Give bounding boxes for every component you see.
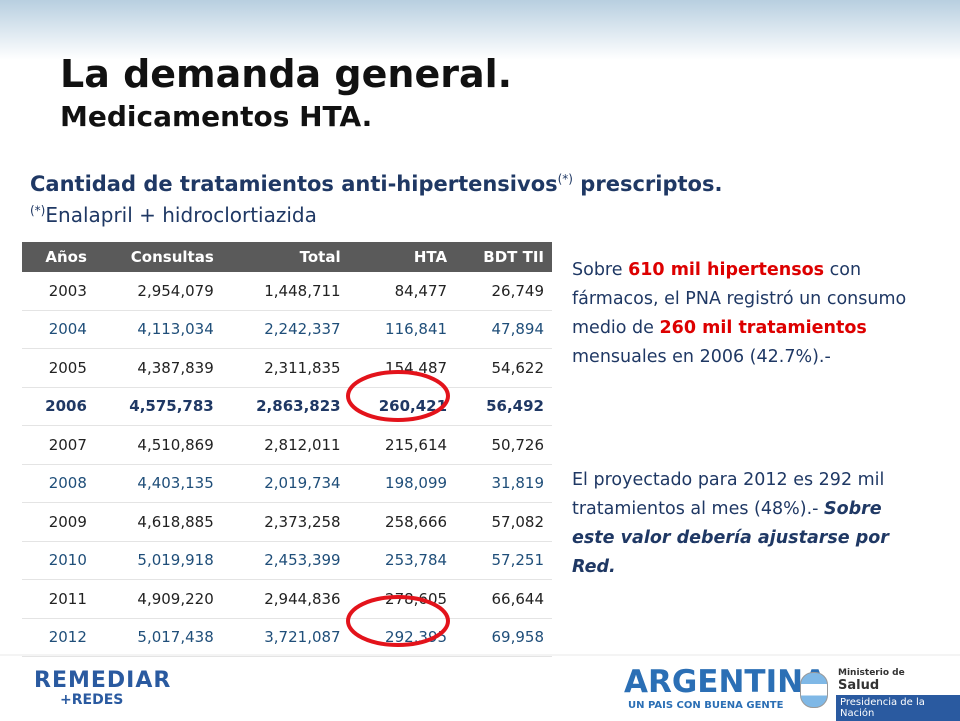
footnote-text: Enalapril + hidroclortiazida xyxy=(45,203,317,227)
table-cell: 5,017,438 xyxy=(94,618,222,657)
table-cell: 3,721,087 xyxy=(221,618,349,657)
table-row: 2009 4,618,885 2,373,258 258,666 57,082 xyxy=(22,502,552,542)
highlight-circle xyxy=(346,370,450,422)
logo-text: Presidencia de la Nación xyxy=(836,695,960,721)
table-cell: 1,448,711 xyxy=(221,272,349,311)
table-cell: 50,726 xyxy=(455,425,552,465)
table-row: 2007 4,510,869 2,812,011 215,614 50,726 xyxy=(22,425,552,465)
table-cell: 253,784 xyxy=(348,541,456,580)
table-row: 2006 4,575,783 2,863,823 260,421 56,492 xyxy=(22,387,552,426)
table-cell: 2011 xyxy=(22,579,95,619)
footnote-mark: (*) xyxy=(30,203,46,218)
table-cell: 2008 xyxy=(22,464,95,503)
note-text: mensuales en 2006 (42.7%).- xyxy=(572,347,831,367)
table-cell: 2005 xyxy=(22,348,95,388)
table-cell: 2009 xyxy=(22,502,95,542)
table-cell: 4,403,135 xyxy=(94,464,222,503)
table-cell: 47,894 xyxy=(455,310,552,349)
table-row: 2005 4,387,839 2,311,835 154,487 54,622 xyxy=(22,348,552,388)
heading: Cantidad de tratamientos anti-hipertensi… xyxy=(30,172,722,196)
table-cell: 2,944,836 xyxy=(221,579,349,619)
note: Sobre 610 mil hipertensos con fármacos, … xyxy=(572,256,917,372)
table-cell: 2,373,258 xyxy=(221,502,349,542)
logo-text: ARGENTINA xyxy=(624,664,828,700)
table-cell: 215,614 xyxy=(348,425,456,465)
highlight-circle xyxy=(346,595,450,647)
table-cell: 2010 xyxy=(22,541,95,580)
table-cell: 69,958 xyxy=(455,618,552,657)
table-cell: 2007 xyxy=(22,425,95,465)
column-header: Años xyxy=(22,242,95,272)
table-cell: 57,251 xyxy=(455,541,552,580)
heading-text: Cantidad de tratamientos anti-hipertensi… xyxy=(30,172,558,196)
note-emphasis: Sobre este valor debería ajustarse por R… xyxy=(572,499,889,577)
table-row: 2011 4,909,220 2,944,836 278,605 66,644 xyxy=(22,579,552,619)
logo-text: UN PAIS CON BUENA GENTE xyxy=(628,700,784,711)
table-cell: 2003 xyxy=(22,272,95,311)
table-cell: 258,666 xyxy=(348,502,456,542)
logo-text: Salud xyxy=(838,678,880,693)
table-cell: 198,099 xyxy=(348,464,456,503)
table-cell: 31,819 xyxy=(455,464,552,503)
table-row: 2003 2,954,079 1,448,711 84,477 26,749 xyxy=(22,272,552,311)
table-cell: 54,622 xyxy=(455,348,552,388)
table-cell: 2,242,337 xyxy=(221,310,349,349)
note-text: Sobre xyxy=(572,260,629,280)
table-cell: 56,492 xyxy=(455,387,552,426)
table-cell: 57,082 xyxy=(455,502,552,542)
table-cell: 4,387,839 xyxy=(94,348,222,388)
table-cell: 2,954,079 xyxy=(94,272,222,311)
table-cell: 5,019,918 xyxy=(94,541,222,580)
table-cell: 26,749 xyxy=(455,272,552,311)
table-cell: 84,477 xyxy=(348,272,456,311)
table-cell: 2,863,823 xyxy=(221,387,349,426)
table-cell: 4,618,885 xyxy=(94,502,222,542)
table-cell: 2012 xyxy=(22,618,95,657)
header-row: Años Consultas Total HTA BDT TII xyxy=(22,242,552,272)
logo-text: Ministerio de xyxy=(838,668,905,678)
top-band xyxy=(0,0,960,60)
logo-text: REMEDIAR xyxy=(34,668,172,693)
table-cell: 4,575,783 xyxy=(94,387,222,426)
table-cell: 2,453,399 xyxy=(221,541,349,580)
title: La demanda general. xyxy=(60,52,513,96)
table-cell: 66,644 xyxy=(455,579,552,619)
column-header: Total xyxy=(221,242,349,272)
column-header: HTA xyxy=(348,242,456,272)
note-text: con fármacos, el PNA registró un consumo… xyxy=(572,260,907,338)
heading-mark: (*) xyxy=(557,172,573,186)
footnote: (*)Enalapril + hidroclortiazida xyxy=(30,203,317,227)
note-highlight: 260 mil tratamientos xyxy=(659,318,867,338)
table-cell: 2,812,011 xyxy=(221,425,349,465)
column-header: Consultas xyxy=(94,242,222,272)
note-text: El proyectado para 2012 es 292 mil trata… xyxy=(572,470,885,519)
note: El proyectado para 2012 es 292 mil trata… xyxy=(572,466,917,582)
table-cell: 2,019,734 xyxy=(221,464,349,503)
emblem xyxy=(800,672,828,708)
table-row: 2008 4,403,135 2,019,734 198,099 31,819 xyxy=(22,464,552,503)
table-cell: 4,909,220 xyxy=(94,579,222,619)
table-cell: 2006 xyxy=(22,387,95,426)
table-cell: 2,311,835 xyxy=(221,348,349,388)
subtitle: Medicamentos HTA. xyxy=(60,100,373,133)
table-cell: 4,113,034 xyxy=(94,310,222,349)
table-row: 2004 4,113,034 2,242,337 116,841 47,894 xyxy=(22,310,552,349)
table-cell: 4,510,869 xyxy=(94,425,222,465)
data-table: Años Consultas Total HTA BDT TII 2003 2,954,07… xyxy=(22,242,552,657)
note-highlight: 610 mil hipertensos xyxy=(628,260,825,280)
heading-tail: prescriptos. xyxy=(573,172,723,196)
column-header: BDT TII xyxy=(455,242,552,272)
table-cell: 116,841 xyxy=(348,310,456,349)
logo-text: +REDES xyxy=(60,692,124,708)
table-row: 2010 5,019,918 2,453,399 253,784 57,251 xyxy=(22,541,552,580)
table-cell: 2004 xyxy=(22,310,95,349)
